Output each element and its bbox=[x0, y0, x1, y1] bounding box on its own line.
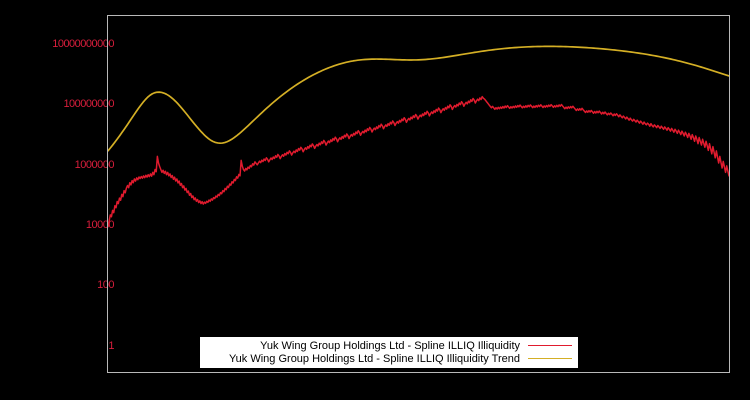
legend-item-color-swatch bbox=[528, 358, 572, 359]
y-axis-tick-label: 10000000000 bbox=[52, 38, 114, 50]
y-axis-tick-label: 100 bbox=[97, 279, 114, 291]
plot-area bbox=[107, 15, 730, 373]
legend-item-color-swatch bbox=[528, 345, 572, 346]
legend-item-label: Yuk Wing Group Holdings Ltd - Spline ILL… bbox=[260, 339, 520, 352]
legend-item-label: Yuk Wing Group Holdings Ltd - Spline ILL… bbox=[228, 352, 520, 365]
series-line-trend bbox=[108, 45, 729, 152]
legend-item[interactable]: Yuk Wing Group Holdings Ltd - Spline ILL… bbox=[200, 352, 578, 365]
chart-canvas bbox=[108, 45, 729, 228]
legend-item[interactable]: Yuk Wing Group Holdings Ltd - Spline ILL… bbox=[200, 339, 578, 352]
y-axis-tick-label: 1 bbox=[108, 340, 114, 352]
chart-legend: Yuk Wing Group Holdings Ltd - Spline ILL… bbox=[200, 337, 578, 368]
series-line-illiquidity bbox=[108, 95, 729, 228]
y-axis-tick-label: 1000000 bbox=[74, 159, 115, 171]
y-axis-tick-label: 100000000 bbox=[63, 98, 114, 110]
